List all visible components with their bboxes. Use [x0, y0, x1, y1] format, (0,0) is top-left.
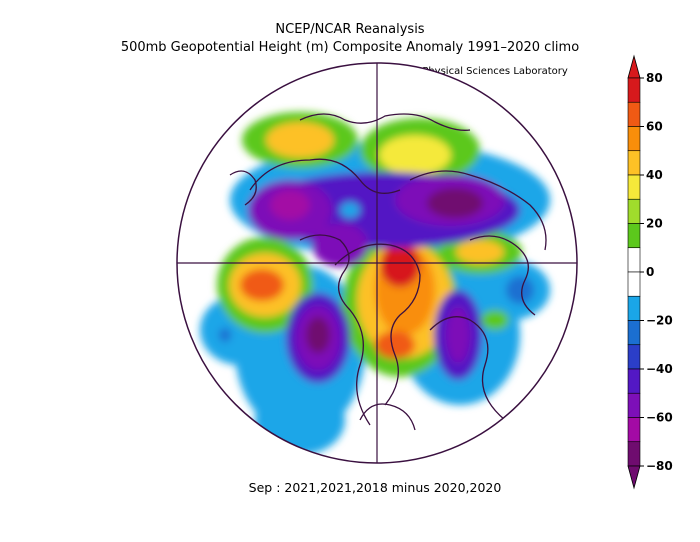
colorbar-swatch	[627, 295, 641, 321]
colorbar-swatch	[627, 344, 641, 370]
colorbar-swatch	[627, 174, 641, 200]
colorbar-arrow-top	[627, 54, 641, 79]
colorbar-swatch	[627, 417, 641, 443]
colorbar-swatch	[627, 271, 641, 297]
colorbar-swatch	[627, 77, 641, 103]
colorbar-tick-label: −60	[646, 411, 673, 425]
colorbar-tick-label: 80	[646, 71, 663, 85]
colorbar-tick-label: −40	[646, 362, 673, 376]
colorbar-swatch	[627, 392, 641, 418]
colorbar-swatch	[627, 368, 641, 394]
colorbar-tick-label: 0	[646, 265, 654, 279]
colorbar-swatch	[627, 198, 641, 224]
colorbar-swatch	[627, 247, 641, 273]
title-line-1: NCEP/NCAR Reanalysis	[275, 22, 425, 37]
colorbar-swatch	[627, 101, 641, 127]
title-line-2: 500mb Geopotential Height (m) Composite …	[120, 40, 580, 55]
colorbar-arrow-bottom	[627, 465, 641, 490]
colorbar-swatch	[627, 223, 641, 249]
colorbar-tick-label: 60	[646, 120, 663, 134]
credit-label: NOAA Physical Sciences Laboratory	[390, 66, 568, 77]
colorbar-swatch	[627, 320, 641, 346]
colorbar-tick-label: −20	[646, 314, 673, 328]
coastlines	[229, 113, 547, 461]
colorbar-swatch	[627, 150, 641, 176]
colorbar-tick-label: 20	[646, 217, 663, 231]
colorbar-swatch	[627, 126, 641, 152]
colorbar-tick-label: −80	[646, 459, 673, 473]
colorbar-swatch	[627, 441, 641, 467]
caption: Sep : 2021,2021,2018 minus 2020,2020	[248, 480, 502, 495]
colorbar-tick-label: 40	[646, 168, 663, 182]
